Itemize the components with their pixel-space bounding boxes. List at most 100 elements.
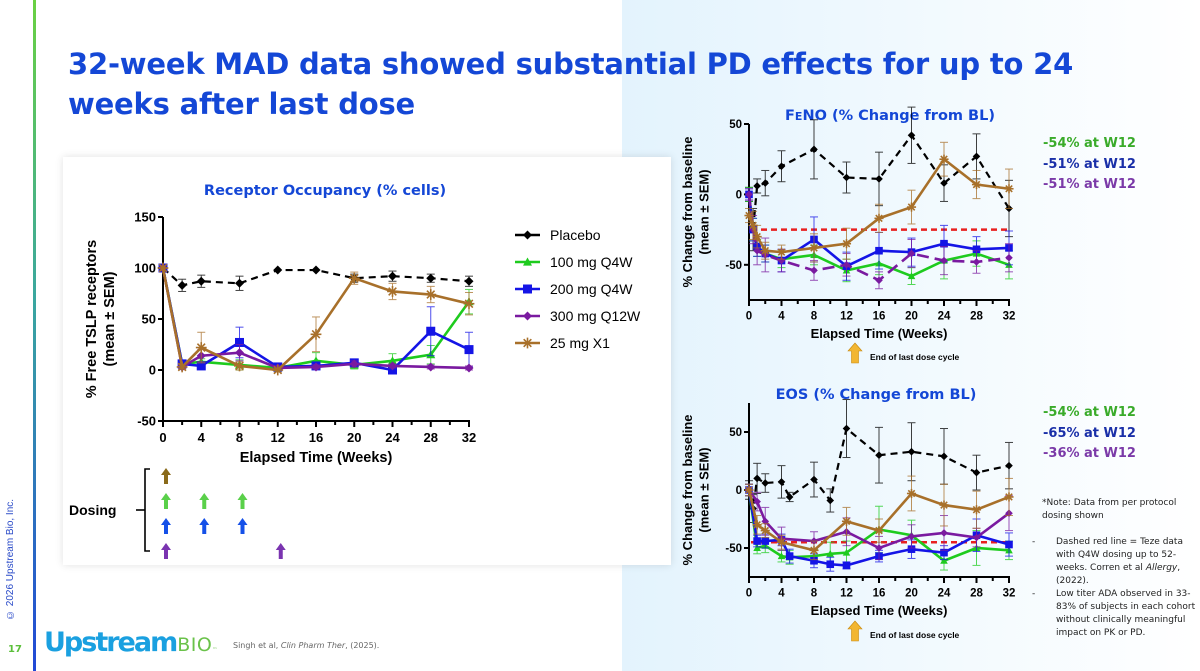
data-point: [387, 286, 398, 297]
x-tick-label: 4: [198, 430, 206, 445]
x-tick-label: 32: [462, 430, 476, 445]
data-point: [826, 550, 835, 557]
data-point: [760, 526, 770, 536]
data-point: [752, 232, 762, 242]
data-point: [777, 162, 786, 171]
data-point: [907, 272, 916, 280]
callout-200mg: -65% at W12: [1043, 425, 1136, 441]
x-tick-label: 28: [970, 588, 983, 600]
data-point: [809, 243, 819, 253]
data-point: [940, 452, 948, 461]
data-point: [940, 239, 948, 248]
data-point: [523, 284, 532, 294]
legend-item: Placebo: [515, 227, 601, 243]
data-point: [349, 359, 359, 369]
left-accent-rule: [33, 0, 36, 671]
series-line: [747, 133, 1010, 230]
data-point: [842, 424, 851, 433]
x-tick-label: 16: [873, 588, 886, 600]
data-point: [875, 451, 883, 459]
y-tick-label: 0: [149, 363, 156, 378]
y-tick-label: 50: [729, 119, 742, 131]
dose-arrow-icon: [161, 493, 171, 509]
dose-arrow-icon: [161, 543, 171, 559]
end-of-dose-arrow-icon: [847, 620, 863, 642]
dosing-label: Dosing: [69, 502, 116, 518]
data-point: [972, 245, 981, 254]
data-point: [348, 272, 360, 284]
dose-arrow-icon: [199, 493, 210, 509]
x-tick-label: 20: [347, 430, 361, 445]
data-point: [761, 479, 770, 487]
data-point: [426, 326, 436, 336]
y-axis-label: % Free TSLP receptors: [84, 240, 100, 399]
dose-arrow-icon: [161, 468, 171, 484]
dosing-schedule: Dosing: [69, 468, 286, 559]
eos-chart: EOS (% Change from BL) -50 0 50 0 4 8 12 16 20 24…: [680, 387, 1015, 642]
data-point: [972, 533, 981, 542]
data-point: [196, 361, 206, 371]
dose-arrow-icon: [275, 543, 286, 559]
data-point: [310, 328, 322, 340]
data-point: [463, 298, 475, 310]
chart-title: Receptor Occupancy (% cells): [204, 183, 446, 199]
series-line: [161, 267, 471, 370]
data-point: [972, 258, 981, 266]
data-point: [196, 276, 206, 286]
y-axis-label-secondary: (mean ± SEM): [102, 271, 118, 366]
data-point: [753, 537, 761, 545]
data-point: [177, 280, 187, 290]
data-point: [842, 548, 851, 556]
series-line: [747, 194, 1010, 282]
data-point: [388, 361, 397, 371]
data-point: [874, 526, 884, 536]
data-point: [464, 276, 474, 286]
note-bullet-teze: Dashed red line = Teze data with Q4W dos…: [1032, 536, 1198, 588]
y-tick-label: -50: [725, 543, 742, 555]
x-tick-label: 16: [873, 311, 886, 323]
data-point: [940, 548, 948, 557]
data-point: [906, 202, 917, 212]
data-point: [906, 488, 917, 499]
dose-arrow-icon: [237, 518, 248, 534]
data-point: [939, 500, 949, 510]
end-of-dose-arrow-icon: [847, 342, 863, 364]
chart-title: FENO (% Change from BL): [785, 108, 995, 124]
y-tick-label: 100: [134, 261, 156, 276]
x-tick-label: 0: [746, 588, 752, 600]
note-intro: *Note: Data from per protocol dosing sho…: [1042, 498, 1177, 521]
data-point: [874, 213, 884, 223]
data-point: [273, 265, 283, 275]
y-axis-label: % Change from baseline: [680, 137, 695, 288]
data-point: [907, 545, 916, 553]
data-point: [939, 154, 949, 164]
y-tick-label: 50: [729, 427, 742, 439]
data-point: [388, 271, 397, 281]
data-point: [426, 362, 436, 372]
dose-arrow-icon: [199, 518, 210, 534]
y-tick-label: 0: [736, 190, 742, 202]
receptor-occupancy-card: Receptor Occupancy (% cells) -50 0 50 100 15…: [63, 157, 671, 565]
data-point: [425, 289, 437, 300]
x-tick-label: 4: [778, 588, 785, 600]
data-point: [523, 230, 532, 240]
x-tick-label: 28: [424, 430, 438, 445]
y-axis-label: % Change from baseline: [680, 415, 695, 566]
callout-100mg: -54% at W12: [1043, 136, 1136, 151]
series-placebo: [745, 399, 1013, 523]
data-point: [826, 560, 835, 569]
x-tick-label: 12: [271, 430, 285, 445]
x-tick-label: 16: [309, 430, 323, 445]
data-point: [744, 210, 754, 221]
data-point: [971, 179, 982, 190]
y-tick-label: -50: [725, 260, 742, 272]
eos-callouts: -54% at W12 -65% at W12 -36% at W12: [1043, 403, 1136, 465]
data-point: [752, 520, 762, 530]
slide-title: 32-week MAD data showed substantial PD e…: [68, 47, 1074, 121]
data-point: [785, 552, 794, 560]
x-tick-label: 8: [811, 588, 818, 600]
series-line: [162, 267, 470, 287]
series-25-mg-x1: [744, 475, 1014, 561]
data-point: [157, 262, 169, 274]
notes: *Note: Data from per protocol dosing sho…: [1032, 497, 1198, 640]
